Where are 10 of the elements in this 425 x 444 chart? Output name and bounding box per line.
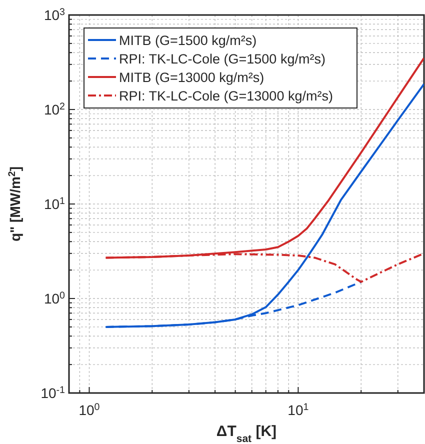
- y-tick-label: 10$^{-1}$: [40, 384, 65, 401]
- y-tick-label: 10$^{3}$: [44, 6, 66, 23]
- legend-label: MITB (G=1500 kg/m²s): [119, 33, 257, 48]
- legend-label: RPI: TK-LC-Cole (G=1500 kg/m²s): [119, 52, 326, 66]
- y-tick-label: 10$^{2}$: [44, 101, 65, 118]
- x-axis-title: ΔT$_{sat}$ [K]: [216, 423, 277, 444]
- legend-label: MITB (G=13000 kg/m²s): [119, 70, 264, 85]
- y-tick-label: 10$^{0}$: [44, 290, 66, 306]
- y-tick-label: 10$^{1}$: [44, 196, 65, 212]
- legend-label: RPI: TK-LC-Cole (G=13000 kg/m²s): [119, 88, 333, 104]
